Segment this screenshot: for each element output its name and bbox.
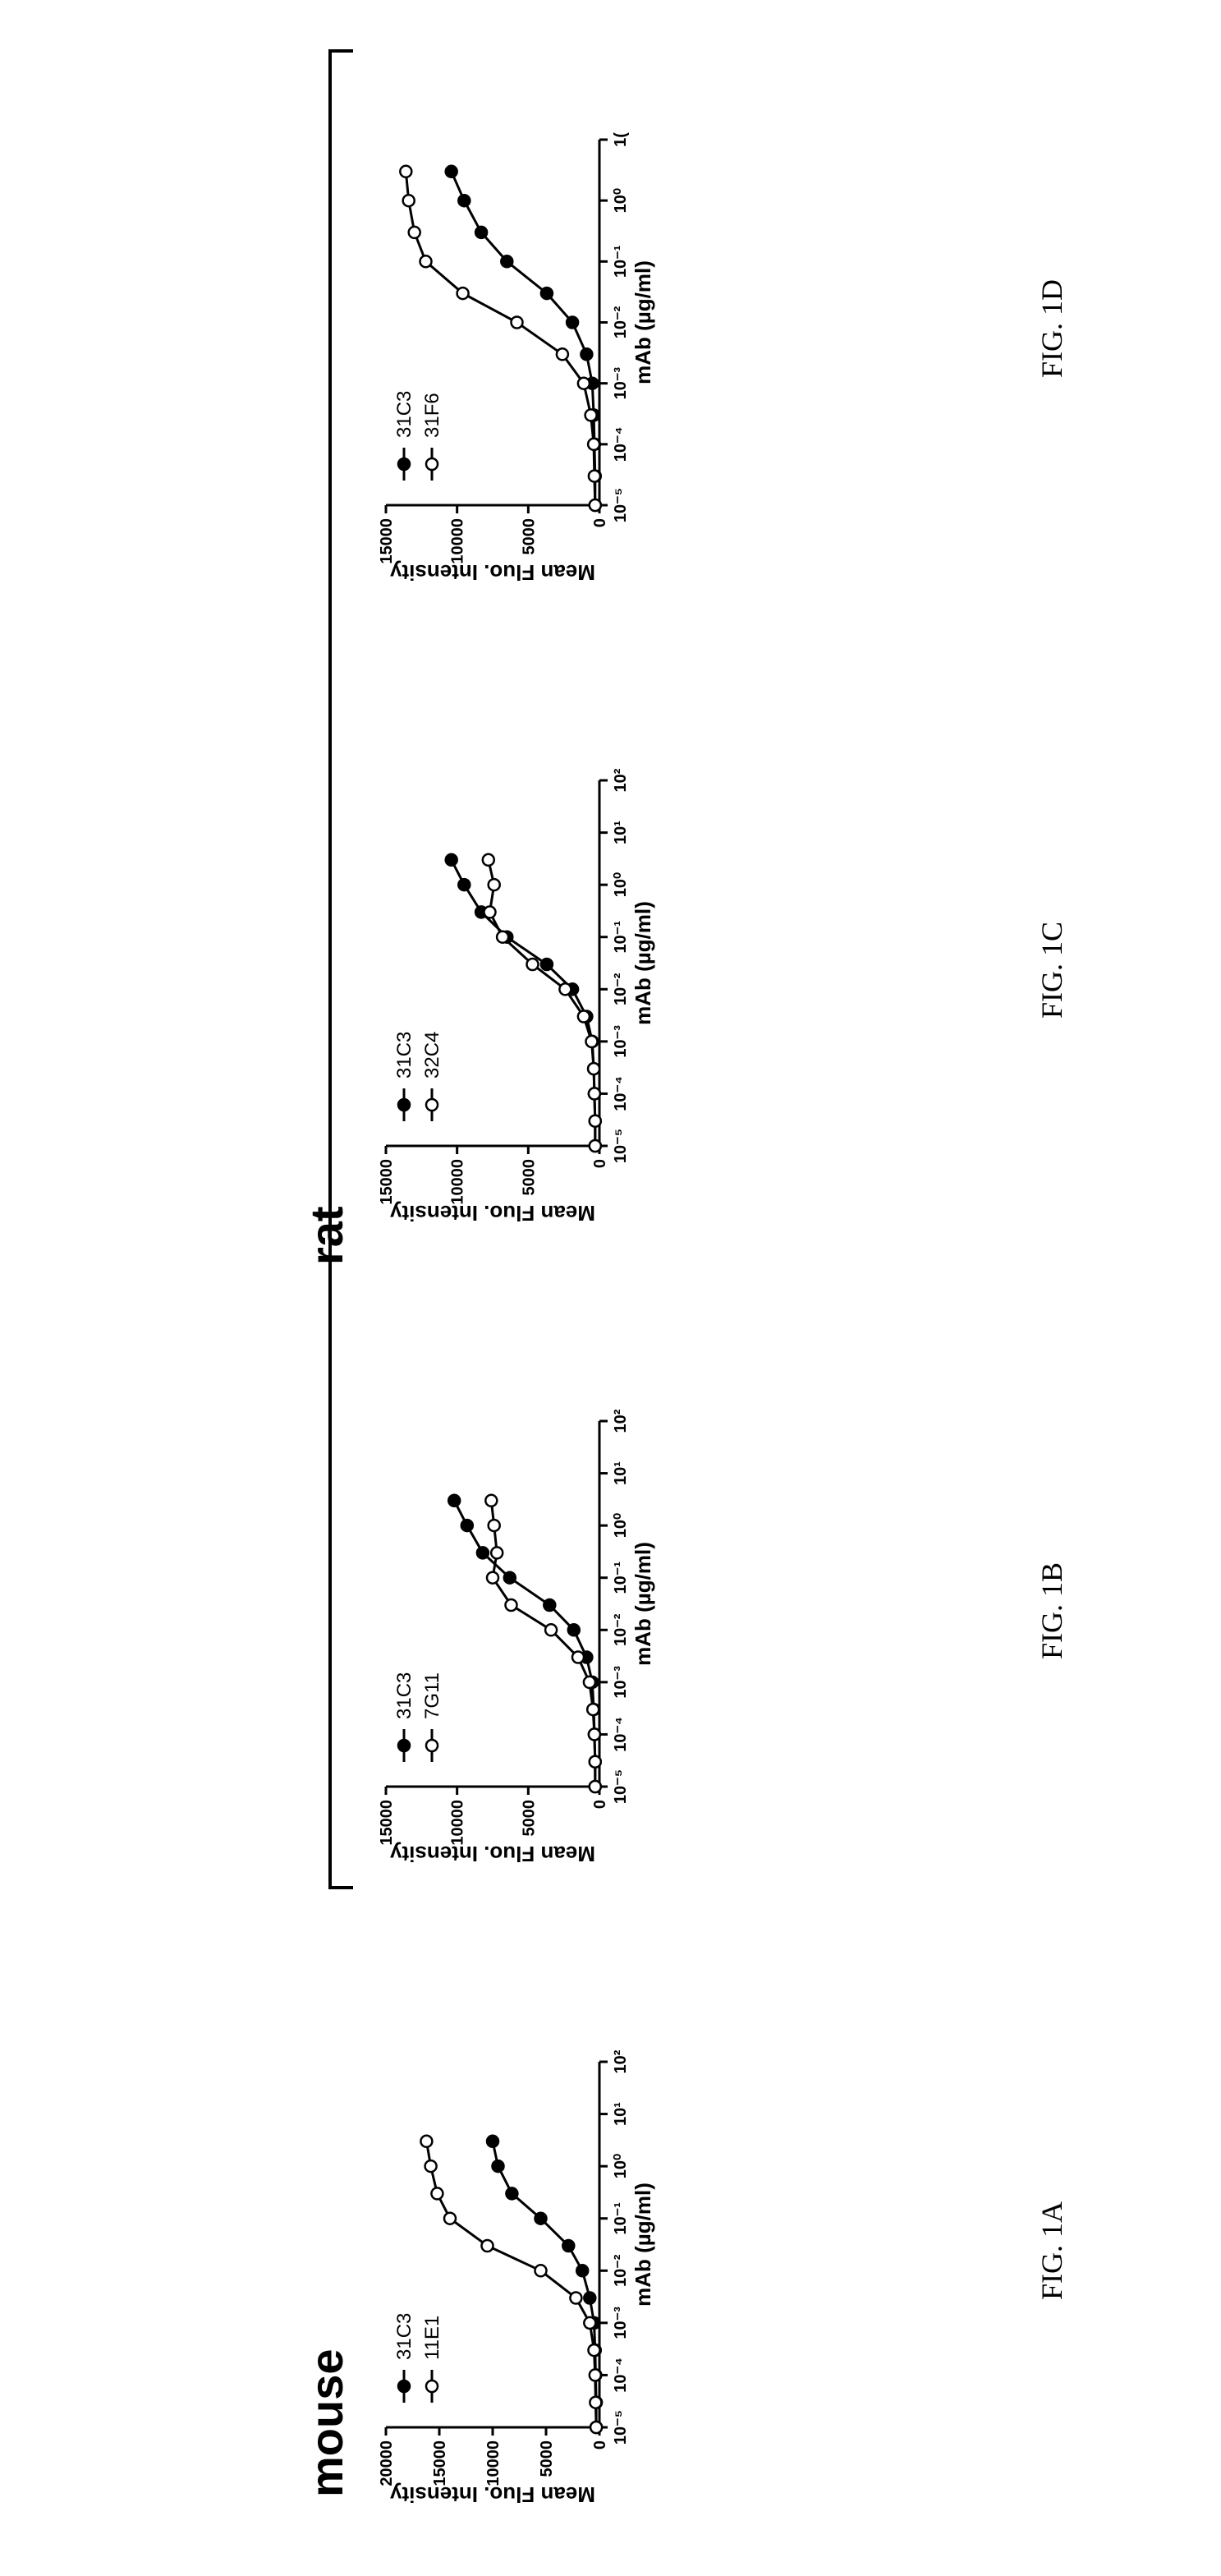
svg-text:31C3: 31C3: [393, 1672, 415, 1719]
svg-text:Mean Fluo. Intensity: Mean Fluo. Intensity: [390, 1201, 595, 1224]
svg-text:10⁻⁴: 10⁻⁴: [612, 1076, 630, 1111]
svg-text:10⁻¹: 10⁻¹: [612, 2202, 630, 2235]
svg-text:mAb (µg/ml): mAb (µg/ml): [631, 1542, 655, 1666]
rat-bracket: [328, 49, 353, 1889]
svg-text:Mean Fluo. Intensity: Mean Fluo. Intensity: [390, 1842, 595, 1865]
species-mouse-text: mouse: [301, 2349, 352, 2498]
svg-text:7G11: 7G11: [421, 1672, 443, 1719]
svg-text:10⁻³: 10⁻³: [612, 2307, 630, 2339]
svg-text:10⁻⁴: 10⁻⁴: [612, 2358, 630, 2393]
svg-text:10¹: 10¹: [612, 2102, 630, 2126]
svg-text:10⁰: 10⁰: [612, 2154, 630, 2178]
svg-text:10⁻⁵: 10⁻⁵: [612, 1769, 630, 1804]
svg-text:31C3: 31C3: [393, 2313, 415, 2360]
svg-text:5000: 5000: [520, 518, 538, 555]
svg-text:5000: 5000: [520, 1159, 538, 1196]
chart-panel-b: 0 5000 10000 15000 10⁻⁵ 10⁻⁴ 10⁻³ 10⁻² 10⁻¹ 10⁰ 10…: [370, 1405, 714, 1865]
chart-svg: 0 5000 10000 15000 10⁻⁵ 10⁻⁴ 10⁻³ 10⁻² 10⁻¹ 10⁰ 10…: [370, 764, 714, 1224]
chart-panel-a: 0 5000 10000 15000 20000 10⁻⁵ 10⁻⁴ 10⁻³ 10⁻² 10⁻¹…: [370, 2045, 714, 2505]
svg-text:10⁻³: 10⁻³: [612, 367, 630, 400]
svg-text:10²: 10²: [612, 1409, 630, 1433]
svg-text:10000: 10000: [484, 2440, 503, 2486]
chart-svg: 0 5000 10000 15000 10⁻⁵ 10⁻⁴ 10⁻³ 10⁻² 10⁻¹ 10⁰ 10…: [370, 1405, 714, 1865]
svg-text:10⁻¹: 10⁻¹: [612, 245, 630, 278]
svg-text:15000: 15000: [378, 1159, 396, 1205]
svg-text:10000: 10000: [449, 1800, 467, 1846]
svg-text:10⁻²: 10⁻²: [612, 1613, 630, 1646]
svg-text:0: 0: [591, 2440, 609, 2450]
svg-text:5000: 5000: [520, 1800, 538, 1837]
svg-text:5000: 5000: [538, 2440, 556, 2477]
svg-text:10²: 10²: [612, 2049, 630, 2073]
svg-text:15000: 15000: [431, 2440, 449, 2486]
svg-text:10⁰: 10⁰: [612, 188, 630, 213]
svg-text:10⁻²: 10⁻²: [612, 973, 630, 1005]
svg-text:10⁰: 10⁰: [612, 1513, 630, 1538]
fig-caption-b: FIG. 1B: [1035, 1562, 1069, 1659]
svg-text:32C4: 32C4: [421, 1032, 443, 1079]
svg-text:15000: 15000: [378, 1800, 396, 1846]
svg-text:10⁻²: 10⁻²: [612, 306, 630, 338]
svg-text:0: 0: [591, 518, 609, 527]
fig-caption-c: FIG. 1C: [1035, 922, 1069, 1019]
chart-panel-c: 0 5000 10000 15000 10⁻⁵ 10⁻⁴ 10⁻³ 10⁻² 10⁻¹ 10⁰ 10…: [370, 764, 714, 1224]
fig-caption-d: FIG. 1D: [1035, 279, 1069, 378]
svg-text:mAb (µg/ml): mAb (µg/ml): [631, 260, 655, 384]
svg-text:0: 0: [591, 1159, 609, 1168]
svg-text:10⁻²: 10⁻²: [612, 2254, 630, 2287]
svg-text:31C3: 31C3: [393, 1032, 415, 1079]
svg-text:10000: 10000: [449, 518, 467, 564]
svg-text:31C3: 31C3: [393, 391, 415, 438]
svg-text:10⁻⁵: 10⁻⁵: [612, 1129, 630, 1163]
svg-text:10¹: 10¹: [612, 1461, 630, 1485]
svg-text:Mean Fluo. Intensity: Mean Fluo. Intensity: [390, 560, 595, 583]
svg-text:10²: 10²: [612, 768, 630, 792]
svg-text:10⁻³: 10⁻³: [612, 1666, 630, 1699]
chart-panel-d: 0 5000 10000 15000 10⁻⁵ 10⁻⁴ 10⁻³ 10⁻² 10⁻¹ 10⁰ 1(…: [370, 123, 714, 583]
svg-text:10⁻⁴: 10⁻⁴: [612, 1717, 630, 1752]
svg-text:10⁻¹: 10⁻¹: [612, 921, 630, 954]
svg-text:20000: 20000: [378, 2440, 396, 2486]
svg-text:10⁰: 10⁰: [612, 872, 630, 897]
svg-text:10⁻⁵: 10⁻⁵: [612, 2410, 630, 2445]
svg-text:10⁻⁴: 10⁻⁴: [612, 426, 630, 462]
fig-caption-a: FIG. 1A: [1035, 2201, 1069, 2300]
svg-text:11E1: 11E1: [421, 2316, 443, 2360]
svg-text:Mean Fluo. Intensity: Mean Fluo. Intensity: [390, 2482, 595, 2505]
svg-text:mAb (µg/ml): mAb (µg/ml): [631, 2183, 655, 2307]
svg-text:31F6: 31F6: [421, 393, 443, 438]
svg-text:10000: 10000: [449, 1159, 467, 1205]
svg-text:0: 0: [591, 1800, 609, 1809]
chart-svg: 0 5000 10000 15000 20000 10⁻⁵ 10⁻⁴ 10⁻³ 10⁻² 10⁻¹…: [370, 2045, 714, 2505]
svg-text:mAb (µg/ml): mAb (µg/ml): [631, 901, 655, 1025]
svg-text:10⁻⁵: 10⁻⁵: [612, 488, 630, 522]
species-label-mouse: mouse: [300, 2349, 353, 2498]
chart-svg: 0 5000 10000 15000 10⁻⁵ 10⁻⁴ 10⁻³ 10⁻² 10⁻¹ 10⁰ 1(…: [370, 123, 714, 583]
svg-text:10⁻¹: 10⁻¹: [612, 1562, 630, 1594]
svg-text:1(: 1(: [612, 132, 630, 147]
svg-text:15000: 15000: [378, 518, 396, 564]
svg-text:10¹: 10¹: [612, 821, 630, 844]
svg-text:10⁻³: 10⁻³: [612, 1025, 630, 1058]
